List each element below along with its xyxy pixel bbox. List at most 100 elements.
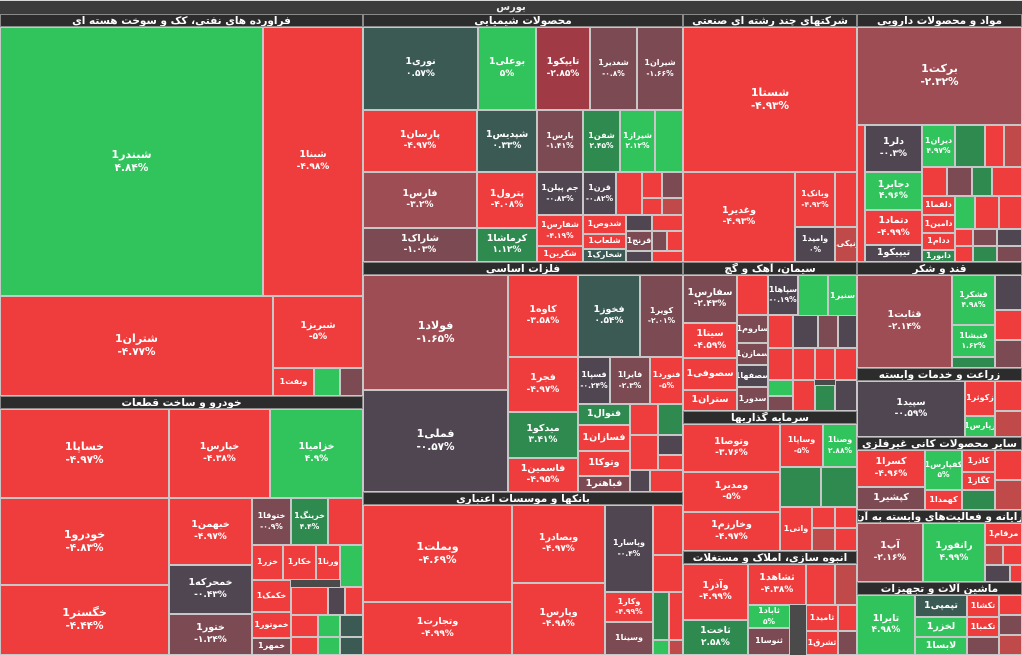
stock-cell[interactable]: وغدیر1 -۴.۹۳% bbox=[683, 172, 795, 262]
stock-cell[interactable]: شخارک1 bbox=[583, 249, 626, 262]
stock-cell[interactable]: وبانک1 -۴.۹۲% bbox=[795, 172, 835, 227]
stock-cell[interactable] bbox=[340, 368, 363, 396]
stock-cell[interactable]: سصوفی1 bbox=[683, 358, 737, 390]
stock-cell[interactable]: دلقما1 bbox=[922, 196, 955, 215]
stock-cell[interactable] bbox=[973, 246, 997, 262]
stock-cell[interactable]: ستران1 bbox=[683, 390, 737, 411]
stock-cell[interactable]: کاوه1 -۳.۵۸% bbox=[508, 275, 578, 357]
stock-cell[interactable]: مرقام1 bbox=[985, 523, 1022, 545]
sector-header-cement[interactable]: سیمان، آهک و گچ bbox=[683, 262, 857, 275]
stock-cell[interactable] bbox=[995, 381, 1022, 411]
stock-cell[interactable]: خموتور1 bbox=[252, 612, 291, 638]
stock-cell[interactable]: کپشیر1 bbox=[857, 487, 925, 510]
stock-cell[interactable]: خمهر1 bbox=[252, 638, 291, 655]
stock-cell[interactable]: فولاد1 -۱.۶۵% bbox=[363, 275, 508, 390]
stock-cell[interactable] bbox=[838, 605, 857, 631]
stock-cell[interactable]: شتران1 -۴.۷۷% bbox=[0, 296, 273, 396]
stock-cell[interactable] bbox=[955, 229, 973, 246]
stock-cell[interactable]: فایرا1 -۲.۳% bbox=[610, 357, 650, 404]
stock-cell[interactable] bbox=[626, 251, 652, 262]
stock-cell[interactable]: دامین1 bbox=[922, 215, 955, 233]
stock-cell[interactable]: شبریز1 -۵% bbox=[273, 296, 363, 368]
stock-cell[interactable]: لابسا1 bbox=[915, 637, 967, 655]
stock-cell[interactable] bbox=[995, 480, 1022, 510]
stock-cell[interactable]: شپدیس1 ۰.۳۳% bbox=[477, 110, 537, 172]
sector-header-sugar[interactable]: قند و شکر bbox=[857, 262, 1022, 275]
stock-cell[interactable]: میدکو1 ۳.۴۱% bbox=[508, 412, 578, 458]
stock-cell[interactable] bbox=[662, 172, 683, 198]
sector-header-oil[interactable]: فراورده های نفتی، کک و سوخت هسته ای bbox=[0, 14, 363, 27]
stock-cell[interactable] bbox=[662, 198, 683, 215]
stock-cell[interactable] bbox=[318, 615, 340, 637]
stock-cell[interactable]: شاراک1 -۱.۰۳% bbox=[363, 228, 477, 262]
stock-cell[interactable] bbox=[995, 450, 1022, 480]
stock-cell[interactable] bbox=[835, 380, 857, 411]
stock-cell[interactable]: خودرو1 -۴.۸۳% bbox=[0, 498, 169, 585]
stock-cell[interactable]: شلعاب1 bbox=[583, 234, 626, 249]
stock-cell[interactable] bbox=[669, 592, 683, 640]
stock-cell[interactable] bbox=[955, 125, 985, 167]
stock-cell[interactable]: تایپکو1 -۲.۸۵% bbox=[536, 27, 590, 110]
stock-cell[interactable] bbox=[328, 498, 363, 545]
sector-header-chemicals[interactable]: محصولات شیمیایی bbox=[363, 14, 683, 27]
stock-cell[interactable]: خپارس1 -۴.۳۸% bbox=[169, 409, 270, 498]
stock-cell[interactable]: فجر1 -۴.۹۷% bbox=[508, 357, 578, 412]
stock-cell[interactable] bbox=[806, 564, 835, 605]
stock-cell[interactable] bbox=[985, 545, 1003, 565]
stock-cell[interactable]: زپارس1 bbox=[965, 416, 995, 437]
stock-cell[interactable]: تپمپی1 bbox=[915, 595, 967, 617]
stock-cell[interactable]: وسینا1 bbox=[605, 622, 653, 655]
stock-cell[interactable] bbox=[345, 587, 363, 615]
stock-cell[interactable]: ددام1 bbox=[922, 233, 955, 250]
stock-cell[interactable] bbox=[616, 172, 642, 215]
stock-cell[interactable]: سپید1 -۰.۵۹% bbox=[857, 381, 965, 437]
stock-cell[interactable]: ساروم1 bbox=[737, 315, 768, 343]
stock-cell[interactable] bbox=[793, 380, 815, 411]
sector-header-pharma[interactable]: مواد و محصولات دارویی bbox=[857, 14, 1022, 27]
stock-cell[interactable] bbox=[768, 348, 793, 380]
stock-cell[interactable]: خرینگ1 ۴.۴% bbox=[291, 498, 328, 545]
stock-cell[interactable]: شدوص1 bbox=[583, 215, 626, 234]
stock-cell[interactable]: ونفت1 bbox=[273, 368, 314, 396]
stock-cell[interactable] bbox=[1010, 565, 1022, 582]
stock-cell[interactable]: تیپیکو1 bbox=[865, 245, 922, 262]
stock-cell[interactable] bbox=[999, 196, 1022, 229]
stock-cell[interactable]: تایرا1 ۴.۹۸% bbox=[857, 595, 915, 655]
stock-cell[interactable]: شبندر1 ۴.۸۴% bbox=[0, 27, 263, 296]
stock-cell[interactable]: دابور1 bbox=[922, 250, 955, 262]
stock-cell[interactable] bbox=[973, 229, 997, 246]
stock-cell[interactable]: وآذر1 -۴.۹۹% bbox=[683, 564, 748, 620]
stock-cell[interactable]: کویر1 -۲.۰۱% bbox=[640, 275, 683, 357]
stock-cell[interactable]: فنوال1 bbox=[578, 404, 630, 425]
stock-cell[interactable]: وپارس1 -۴.۹۸% bbox=[512, 583, 605, 655]
sector-header-investments[interactable]: سرمایه گذاریها bbox=[683, 411, 857, 424]
stock-cell[interactable] bbox=[995, 340, 1022, 368]
stock-cell[interactable] bbox=[835, 528, 857, 551]
stock-cell[interactable] bbox=[318, 637, 340, 655]
stock-cell[interactable]: پارس1 -۱.۴۱% bbox=[537, 110, 583, 172]
stock-cell[interactable] bbox=[340, 545, 363, 587]
stock-cell[interactable]: سنیر1 bbox=[828, 275, 857, 317]
stock-cell[interactable] bbox=[985, 125, 1004, 167]
stock-cell[interactable] bbox=[626, 215, 652, 231]
stock-cell[interactable] bbox=[291, 615, 318, 637]
stock-cell[interactable] bbox=[630, 435, 658, 470]
stock-cell[interactable] bbox=[835, 507, 857, 528]
stock-cell[interactable]: سپاها1 -۰.۱۹% bbox=[768, 275, 798, 315]
stock-cell[interactable]: زکوثر1 bbox=[965, 381, 995, 416]
stock-cell[interactable]: فباهنر1 bbox=[578, 476, 630, 492]
stock-cell[interactable]: ختور1 -۱.۲۴% bbox=[169, 614, 252, 655]
stock-cell[interactable]: قرن1 -۰.۸۲% bbox=[583, 172, 616, 215]
stock-cell[interactable]: شیران1 -۱.۶۶% bbox=[637, 27, 683, 110]
stock-cell[interactable] bbox=[291, 587, 328, 615]
stock-cell[interactable]: فاسمین1 -۴.۹۵% bbox=[508, 458, 578, 492]
stock-cell[interactable]: شکربن1 bbox=[537, 246, 583, 262]
sector-header-real-estate[interactable]: انبوه سازی، املاک و مستغلات bbox=[683, 551, 857, 564]
sector-header-computer[interactable]: رایانه و فعالیت‌های وابسته به آن bbox=[857, 510, 1022, 523]
stock-cell[interactable]: وپاسار1 -۰.۴% bbox=[605, 505, 653, 592]
stock-cell[interactable] bbox=[630, 404, 658, 435]
stock-cell[interactable]: فسازان1 bbox=[578, 425, 630, 451]
stock-cell[interactable]: فسپا1 -۰.۲۴% bbox=[578, 357, 610, 404]
stock-cell[interactable] bbox=[737, 275, 768, 315]
stock-cell[interactable] bbox=[835, 348, 857, 380]
